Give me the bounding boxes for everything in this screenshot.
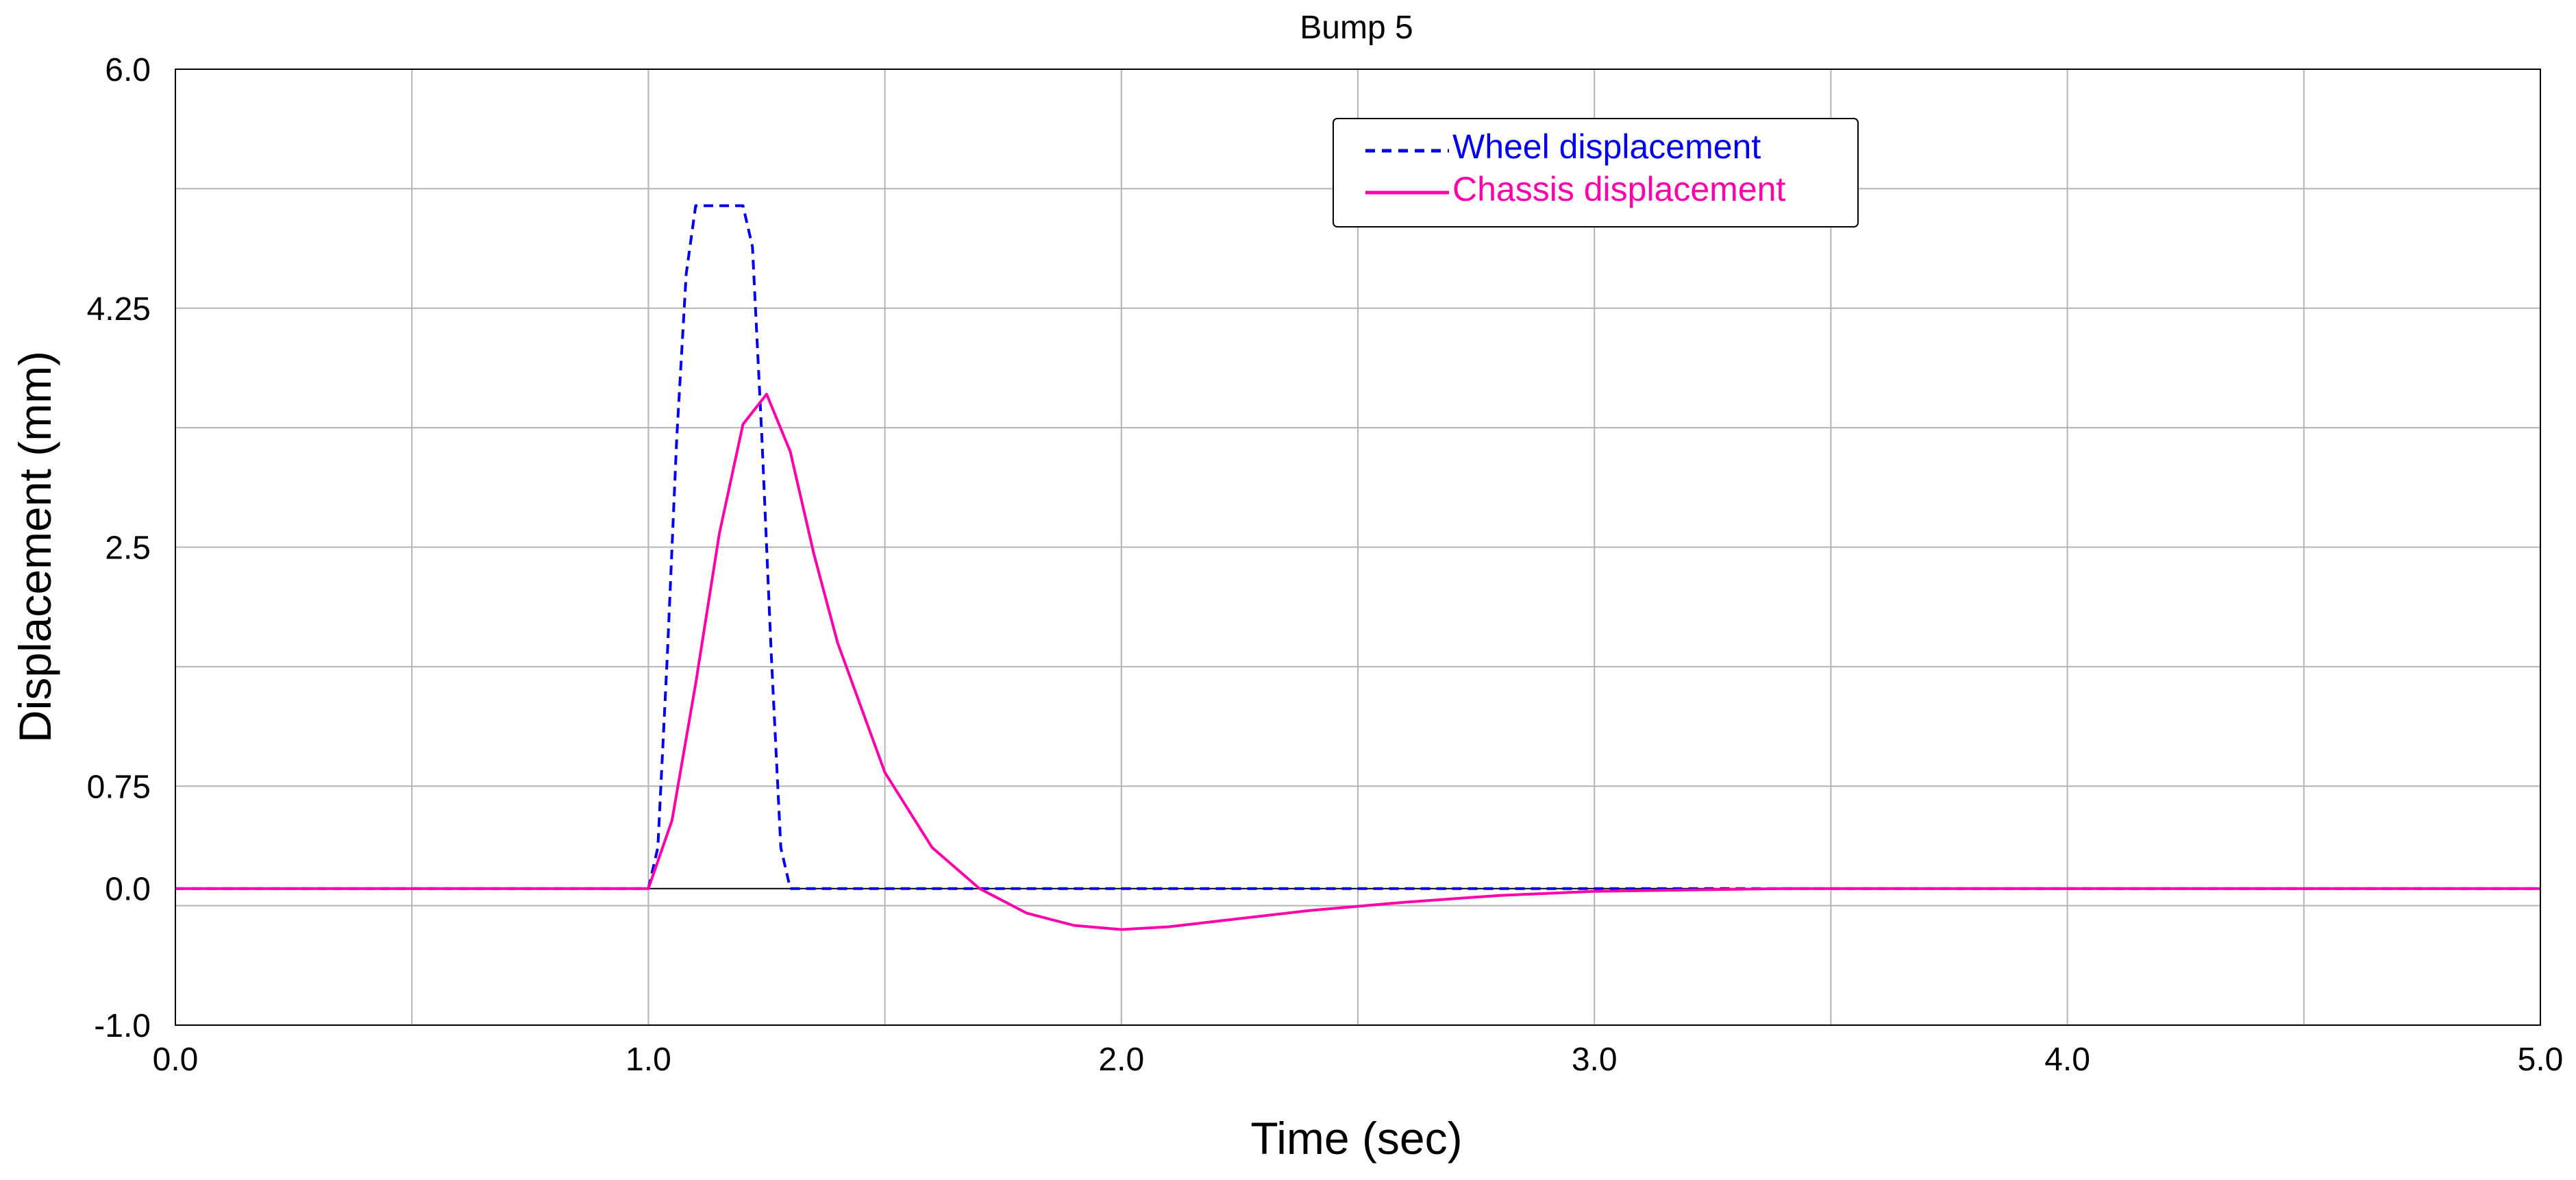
x-tick-label: 2.0 — [1098, 1042, 1144, 1078]
x-tick-label: 3.0 — [1572, 1042, 1618, 1078]
y-tick-label: -1.0 — [94, 1008, 151, 1044]
tick-labels: 0.0 1.0 2.0 3.0 4.0 5.0-1.00.00.752.54.256.0 — [87, 52, 2564, 1078]
grid — [175, 69, 2540, 1025]
y-tick-label: 2.5 — [105, 530, 151, 567]
series-line-wheel-displacement — [175, 204, 2540, 890]
y-tick-label: 0.75 — [87, 769, 151, 805]
x-tick-label: 4.0 — [2044, 1042, 2090, 1078]
x-tick-label: 0.0 — [153, 1042, 199, 1078]
x-tick-label: 5.0 — [2518, 1042, 2564, 1078]
legend-label-wheel: Wheel displacement — [1452, 127, 1761, 166]
legend-label-chassis: Chassis displacement — [1452, 170, 1785, 208]
x-axis-label: Time (sec) — [1250, 1113, 1462, 1164]
plot-frame — [175, 69, 2541, 1026]
chart-title: Bump 5 — [1300, 10, 1413, 46]
series-line-chassis-displacement — [175, 393, 2540, 931]
y-tick-label: 0.0 — [105, 872, 151, 908]
legend: Wheel displacement Chassis displacement — [1333, 118, 1859, 228]
legend-box — [1333, 118, 1859, 228]
x-tick-label: 1.0 — [626, 1042, 671, 1078]
y-axis-label: Displacement (mm) — [10, 351, 60, 743]
y-tick-label: 6.0 — [105, 52, 151, 88]
y-tick-label: 4.25 — [87, 291, 151, 328]
series-group — [175, 204, 2540, 931]
